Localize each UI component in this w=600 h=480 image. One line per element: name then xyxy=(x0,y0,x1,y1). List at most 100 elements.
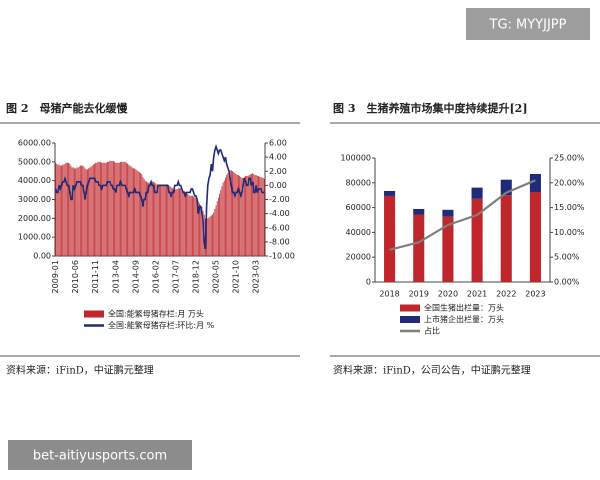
y-tick-label: 4000.00 xyxy=(18,176,51,185)
bar xyxy=(55,162,57,256)
source: 资料来源：iFinD，中证鹏元整理 xyxy=(6,364,154,377)
bar xyxy=(194,197,196,256)
bar xyxy=(137,171,139,256)
bar xyxy=(471,187,483,199)
bar xyxy=(163,184,165,256)
bar xyxy=(249,174,251,256)
bar xyxy=(136,170,138,256)
x-tick-label: 2010-06 xyxy=(71,260,80,293)
bar xyxy=(70,165,72,256)
bar xyxy=(413,214,425,282)
bar xyxy=(232,171,233,256)
x-tick-label: 2019 xyxy=(409,290,429,299)
line xyxy=(389,179,536,251)
legend-swatch xyxy=(400,316,420,323)
x-tick-label: 2020-05 xyxy=(212,260,221,293)
bar xyxy=(160,184,162,256)
bar xyxy=(219,193,220,256)
bar xyxy=(61,165,62,256)
bar xyxy=(138,172,140,256)
y2-tick-label: -8.00 xyxy=(269,237,290,246)
bar xyxy=(144,180,146,256)
bar xyxy=(151,181,153,256)
bar xyxy=(258,175,259,256)
bar xyxy=(226,175,228,256)
y2-tick-label: 5.00% xyxy=(554,253,580,262)
bar xyxy=(162,184,164,256)
bar xyxy=(127,163,128,256)
bar xyxy=(171,188,173,256)
bar xyxy=(169,186,171,256)
bar xyxy=(115,162,117,256)
y2-tick-label: 0.00% xyxy=(554,278,580,287)
bar xyxy=(77,167,79,256)
bar xyxy=(72,167,74,256)
bar xyxy=(235,174,237,256)
bar xyxy=(221,186,223,256)
bar xyxy=(167,184,169,256)
watermark: TG: MYYJJPP xyxy=(489,18,567,33)
bar xyxy=(213,212,215,256)
bar xyxy=(442,209,454,217)
watermark: bet-aitiyusports.com xyxy=(33,449,167,464)
y2-tick-label: 10.00% xyxy=(554,228,585,237)
bar xyxy=(154,182,156,256)
bar xyxy=(223,180,225,256)
bar xyxy=(196,198,198,256)
bar xyxy=(87,169,88,256)
bar xyxy=(100,161,101,256)
bar xyxy=(251,174,252,256)
bar xyxy=(147,182,149,256)
bar xyxy=(118,162,120,256)
bar xyxy=(82,165,84,256)
x-tick-label: 2022 xyxy=(496,290,516,299)
bar xyxy=(190,195,192,256)
y-tick-label: 3000.00 xyxy=(18,195,51,204)
y2-tick-label: 0.00 xyxy=(269,181,287,190)
x-tick-label: 2023-03 xyxy=(252,260,261,293)
bar xyxy=(120,161,121,256)
bar xyxy=(66,162,68,256)
bar xyxy=(105,162,107,256)
y-tick-label: 2000.00 xyxy=(18,214,51,223)
bar xyxy=(81,165,82,256)
bar xyxy=(179,188,180,256)
bar xyxy=(58,164,60,256)
bar xyxy=(108,161,110,256)
bar xyxy=(240,176,242,256)
bar xyxy=(261,177,263,256)
bar xyxy=(177,188,179,256)
bar xyxy=(384,195,396,282)
bar xyxy=(88,168,90,256)
bar xyxy=(148,182,150,256)
bar xyxy=(529,173,541,192)
bar xyxy=(248,175,250,256)
y2-tick-label: 15.00% xyxy=(554,203,585,212)
bar xyxy=(197,201,199,256)
chart-title: 图 3 生猪养殖市场集中度持续提升[2] xyxy=(333,101,528,115)
bar xyxy=(215,205,217,256)
line xyxy=(54,144,265,250)
bar xyxy=(500,195,512,282)
bar xyxy=(112,160,114,256)
x-tick-label: 2009-01 xyxy=(51,260,60,293)
bar xyxy=(186,192,187,256)
x-tick-label: 2011-11 xyxy=(91,260,100,293)
bar xyxy=(94,163,95,256)
bar xyxy=(142,176,144,256)
bar xyxy=(246,175,248,256)
bar xyxy=(207,218,209,256)
bar xyxy=(103,162,105,256)
bar xyxy=(442,216,454,282)
legend-swatch xyxy=(400,304,420,312)
bar xyxy=(71,167,73,256)
bar xyxy=(98,161,100,256)
bar xyxy=(85,169,87,256)
bar xyxy=(253,174,255,256)
bar xyxy=(180,188,182,256)
bar xyxy=(201,207,203,256)
bar xyxy=(83,166,85,256)
x-tick-label: 2023 xyxy=(525,290,545,299)
bar xyxy=(225,177,226,256)
